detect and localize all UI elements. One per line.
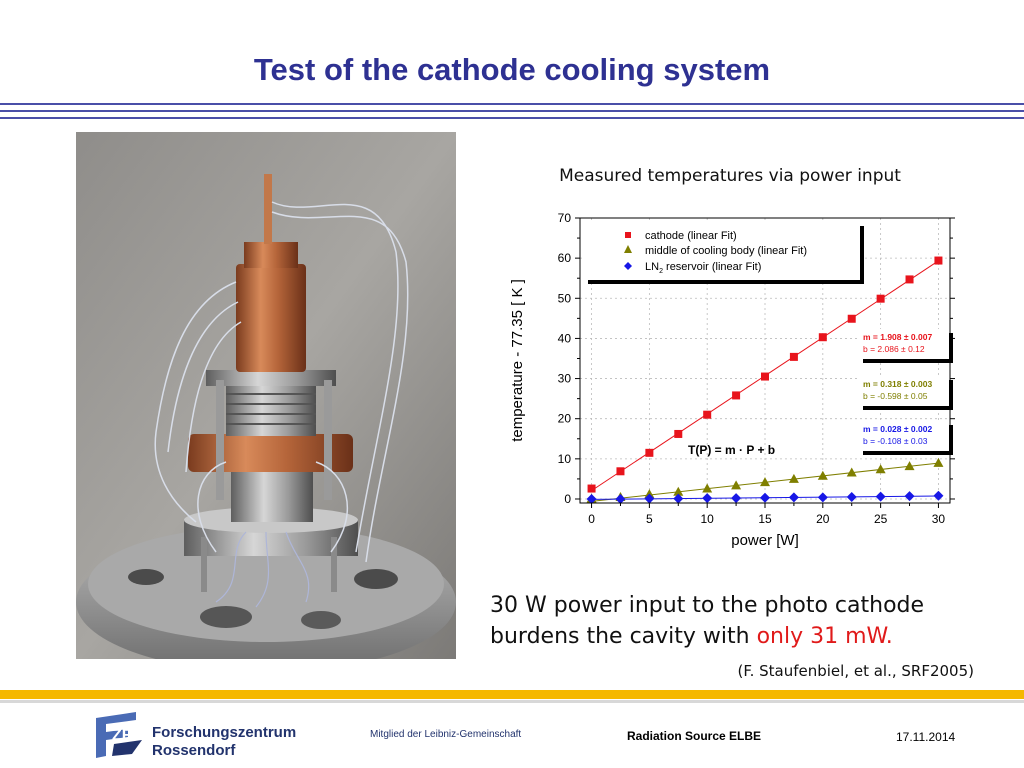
footer-title: Radiation Source ELBE xyxy=(627,729,762,743)
fit-box-cathode: m = 1.908 ± 0.007 b = 2.086 ± 0.12 xyxy=(859,329,953,363)
svg-text:ZR: ZR xyxy=(112,727,134,744)
y-tick-label: 50 xyxy=(558,291,572,305)
main-statement-prefix: burdens the cavity with xyxy=(490,624,757,649)
x-axis-label: power [W] xyxy=(731,532,799,549)
data-point-middle xyxy=(702,483,713,493)
footer-band xyxy=(0,690,1024,699)
fit-slope-cathode: m = 1.908 ± 0.007 xyxy=(863,332,932,342)
data-point-ln2 xyxy=(846,491,857,502)
data-point-ln2 xyxy=(904,491,915,502)
title-divider-3 xyxy=(0,117,1024,119)
data-point-cathode xyxy=(587,484,596,493)
y-tick-label: 70 xyxy=(558,211,572,225)
x-tick-label: 5 xyxy=(646,512,653,526)
data-point-ln2 xyxy=(644,493,655,504)
slide-title: Test of the cathode cooling system xyxy=(253,52,771,87)
y-tick-label: 0 xyxy=(564,492,571,506)
title-divider-2 xyxy=(0,110,1024,112)
data-point-middle xyxy=(904,461,915,471)
data-point-cathode xyxy=(616,467,625,476)
data-point-cathode xyxy=(934,256,943,265)
legend-entry-ln2: LN2 reservoir (linear Fit) xyxy=(645,261,761,275)
citation: (F. Staufenbiel, et al., SRF2005) xyxy=(737,662,974,680)
x-tick-label: 20 xyxy=(816,512,830,526)
y-tick-label: 20 xyxy=(558,412,572,426)
title-divider-1 xyxy=(0,103,1024,105)
fit-slope-middle: m = 0.318 ± 0.003 xyxy=(863,379,932,389)
logo-line1: Forschungszentrum xyxy=(152,724,297,741)
y-tick-label: 10 xyxy=(558,452,572,466)
data-point-middle xyxy=(788,473,799,483)
x-tick-label: 25 xyxy=(874,512,888,526)
cathode-assembly-photo xyxy=(76,132,456,659)
fit-slope-ln2: m = 0.028 ± 0.002 xyxy=(863,424,932,434)
data-point-ln2 xyxy=(673,493,684,504)
data-point-middle xyxy=(846,467,857,477)
data-point-cathode xyxy=(818,333,827,342)
member-text: Mitglied der Leibniz-Gemeinschaft xyxy=(370,729,522,740)
main-statement-line2: burdens the cavity with only 31 mW. xyxy=(490,621,1020,652)
legend-marker-middle xyxy=(624,245,632,253)
main-statement-highlight: only 31 mW. xyxy=(756,624,893,649)
y-tick-label: 60 xyxy=(558,251,572,265)
fzr-logo-text: Forschungszentrum Rossendorf xyxy=(152,724,296,760)
data-point-ln2 xyxy=(731,493,742,504)
temperature-chart: 0 5 10 15 20 25 30 0 10 20 30 40 50 60 70 temperature … xyxy=(509,211,955,549)
x-tick-label: 15 xyxy=(758,512,772,526)
data-point-cathode xyxy=(674,429,683,438)
data-point-cathode xyxy=(789,352,798,361)
data-point-middle xyxy=(760,477,770,487)
footer-divider xyxy=(0,700,1024,703)
legend-marker-ln2 xyxy=(624,262,632,270)
logo-line2: Rossendorf xyxy=(152,742,236,759)
data-point-ln2 xyxy=(615,493,626,504)
data-point-ln2 xyxy=(760,492,770,503)
y-axis-label: temperature - 77.35 [ K ] xyxy=(509,279,526,442)
data-point-middle xyxy=(673,486,684,496)
fit-box-middle: m = 0.318 ± 0.003 b = -0.598 ± 0.05 xyxy=(859,376,953,410)
data-point-cathode xyxy=(905,275,914,284)
x-tick-label: 10 xyxy=(701,512,715,526)
data-point-cathode xyxy=(761,372,769,381)
data-point-cathode xyxy=(645,448,654,457)
fit-formula: T(P) = m · P + b xyxy=(688,443,775,457)
data-point-ln2 xyxy=(933,490,944,501)
x-tick-label: 30 xyxy=(932,512,946,526)
legend-marker-cathode xyxy=(625,232,631,238)
data-point-middle xyxy=(875,464,886,474)
data-point-middle xyxy=(817,470,828,480)
data-point-ln2 xyxy=(586,493,597,504)
data-point-cathode xyxy=(847,314,856,323)
legend-entry-cathode: cathode (linear Fit) xyxy=(645,230,737,242)
data-point-cathode xyxy=(703,410,712,419)
x-tick-label: 0 xyxy=(588,512,595,526)
data-point-ln2 xyxy=(702,493,713,504)
data-point-ln2 xyxy=(817,492,828,503)
fzr-logo-icon: ZR xyxy=(96,712,142,758)
fit-intercept-middle: b = -0.598 ± 0.05 xyxy=(863,391,928,401)
fit-box-ln2: m = 0.028 ± 0.002 b = -0.108 ± 0.03 xyxy=(859,421,953,455)
data-point-cathode xyxy=(732,391,741,400)
data-point-cathode xyxy=(876,294,885,303)
main-statement: 30 W power input to the photo cathode bu… xyxy=(490,590,1020,652)
chart-title: Measured temperatures via power input xyxy=(559,166,901,186)
main-statement-line1: 30 W power input to the photo cathode xyxy=(490,593,925,618)
footer-date: 17.11.2014 xyxy=(896,730,956,744)
data-point-ln2 xyxy=(875,491,886,502)
fit-intercept-ln2: b = -0.108 ± 0.03 xyxy=(863,436,928,446)
data-point-middle xyxy=(933,457,944,467)
data-point-ln2 xyxy=(788,492,799,503)
chart-legend: cathode (linear Fit) middle of cooling b… xyxy=(584,222,864,284)
y-tick-label: 40 xyxy=(558,331,572,345)
data-point-middle xyxy=(731,480,742,490)
y-tick-label: 30 xyxy=(558,372,572,386)
fit-intercept-cathode: b = 2.086 ± 0.12 xyxy=(863,344,925,354)
legend-entry-middle: middle of cooling body (linear Fit) xyxy=(645,245,807,257)
